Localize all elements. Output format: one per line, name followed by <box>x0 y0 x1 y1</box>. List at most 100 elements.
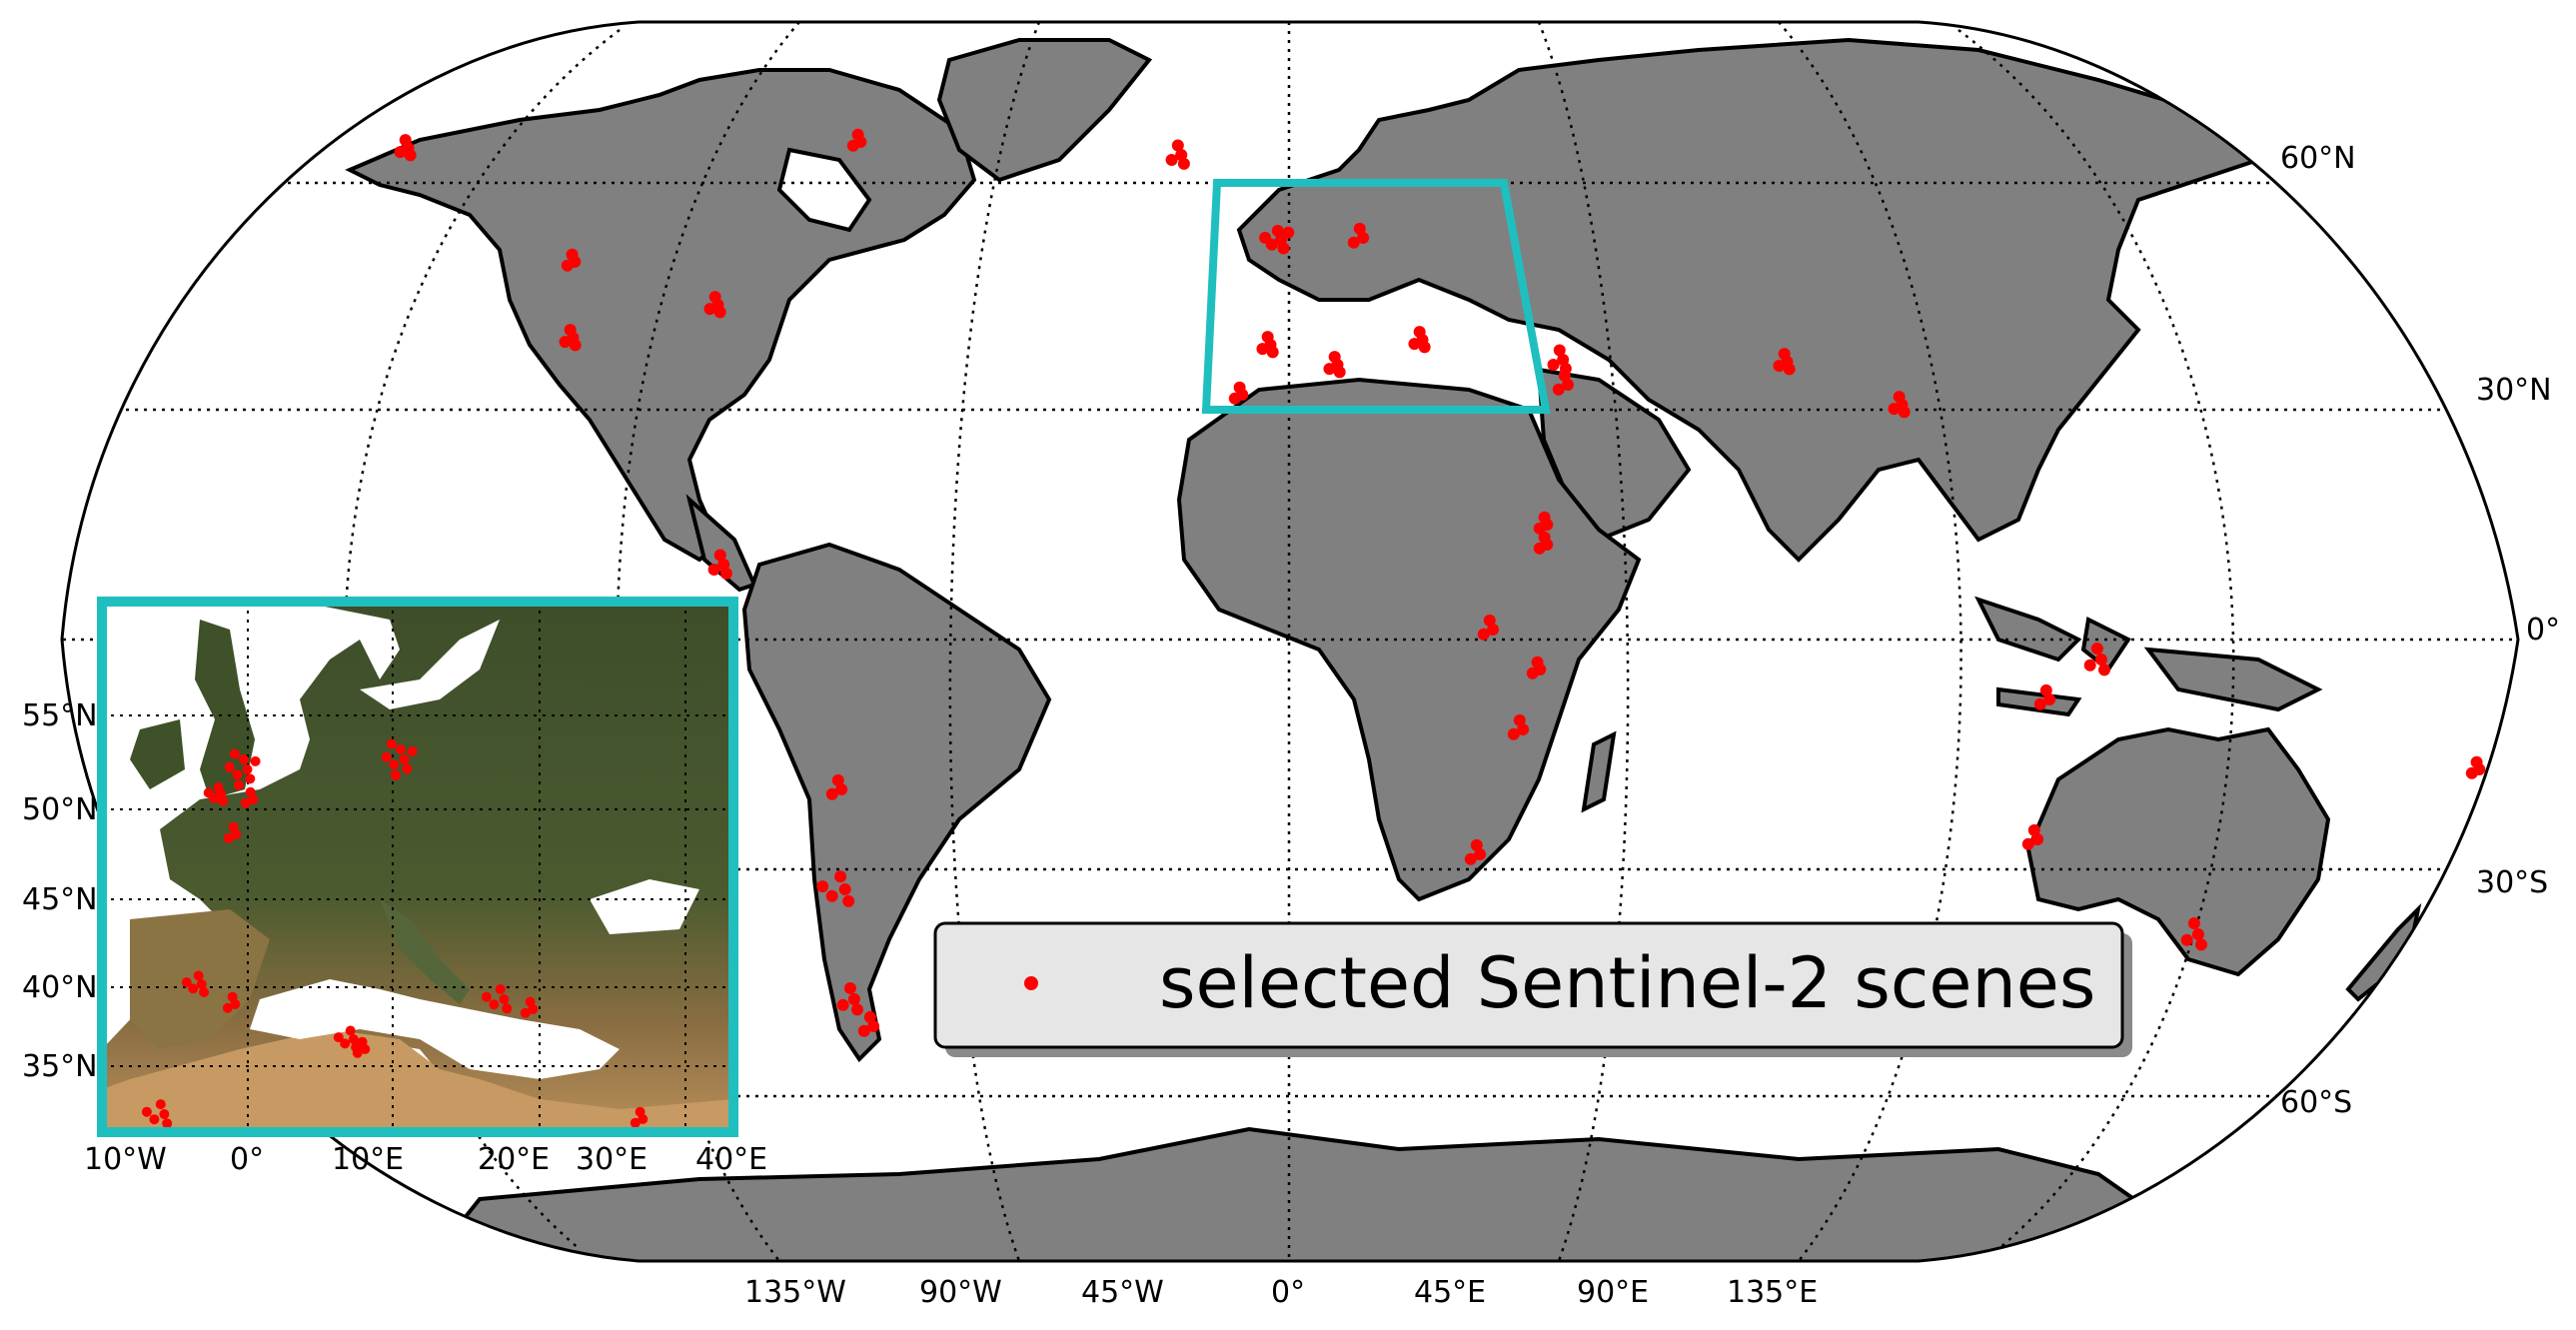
lon-label-90e: 90°E <box>1577 1275 1649 1310</box>
inset-ireland <box>130 719 185 789</box>
scene-marker <box>851 128 864 141</box>
scene-markers <box>394 128 2486 1037</box>
scene-marker <box>386 738 397 749</box>
inset-lon-30e: 30°E <box>576 1142 647 1177</box>
lon-label-0: 0° <box>1271 1275 1305 1310</box>
scene-marker <box>2039 683 2052 696</box>
lon-label-45e: 45°E <box>1414 1275 1486 1310</box>
land-australia <box>2025 726 2331 977</box>
scene-marker <box>1778 348 1791 361</box>
scene-marker <box>1477 628 1490 641</box>
scene-marker <box>2187 917 2200 929</box>
scene-marker <box>1328 351 1341 364</box>
scene-marker <box>1353 222 1366 235</box>
inset-lon-20e: 20°E <box>478 1142 550 1177</box>
scene-marker <box>825 787 838 800</box>
scene-marker <box>159 1109 170 1119</box>
scene-marker <box>1277 242 1290 255</box>
scene-marker <box>2465 766 2478 779</box>
scene-marker <box>499 994 510 1004</box>
scene-marker <box>1783 363 1796 376</box>
scene-marker <box>402 763 413 774</box>
lon-label-135e: 135°E <box>1727 1275 1818 1310</box>
scene-marker <box>224 761 235 772</box>
scene-marker <box>708 291 721 304</box>
scene-marker <box>1893 391 1906 404</box>
scene-marker <box>2021 837 2034 850</box>
inset-lon-40e: 40°E <box>695 1142 767 1177</box>
scene-marker <box>1513 713 1526 726</box>
scene-marker <box>559 336 572 349</box>
scene-marker <box>229 748 240 759</box>
scene-marker <box>1517 723 1530 735</box>
scene-marker <box>2090 643 2103 655</box>
scene-marker <box>2033 697 2046 710</box>
scene-marker <box>333 1032 344 1043</box>
scene-marker <box>1898 406 1911 419</box>
scene-marker <box>564 324 577 337</box>
scene-marker <box>395 744 406 754</box>
scene-marker <box>245 786 256 797</box>
scene-marker <box>502 1003 513 1014</box>
land-central-america <box>685 494 757 593</box>
scene-marker <box>857 1024 870 1037</box>
scene-marker <box>1547 359 1560 371</box>
scene-marker <box>1177 157 1190 170</box>
scene-marker <box>831 773 844 786</box>
inset-lat-35n: 35°N <box>22 1049 98 1084</box>
scene-marker <box>1171 139 1184 152</box>
scene-marker <box>635 1106 645 1117</box>
scene-marker <box>228 821 239 832</box>
scene-marker <box>1357 232 1370 244</box>
scene-marker <box>1474 848 1487 860</box>
scene-marker <box>1470 838 1483 851</box>
scene-marker <box>250 755 261 766</box>
scene-marker <box>2043 693 2056 705</box>
scene-marker <box>843 982 856 994</box>
lat-label-30n: 30°N <box>2476 373 2552 408</box>
scene-marker <box>199 987 210 997</box>
scene-marker <box>238 754 249 764</box>
hudson-bay <box>776 147 872 233</box>
inset-north-africa <box>102 1029 733 1132</box>
scene-marker <box>1266 346 1279 359</box>
legend-marker <box>1024 976 1038 990</box>
scene-marker <box>1333 366 1346 379</box>
scene-marker <box>703 303 716 316</box>
scene-marker <box>2031 833 2044 845</box>
lon-label-90w: 90°W <box>919 1275 1002 1310</box>
inset-graticule <box>102 602 733 1132</box>
scene-marker <box>245 773 256 784</box>
inset-scene-markers <box>141 738 648 1129</box>
inset-lat-40n: 40°N <box>22 970 98 1005</box>
scene-marker <box>1347 236 1360 249</box>
scene-marker <box>525 996 536 1007</box>
scene-marker <box>222 1002 233 1013</box>
scene-marker <box>719 567 732 580</box>
scene-marker <box>867 1020 880 1032</box>
scene-marker <box>838 883 851 895</box>
scene-marker <box>1538 511 1551 524</box>
scene-marker <box>520 1007 531 1018</box>
scene-marker <box>1282 226 1295 239</box>
scene-marker <box>1773 360 1786 373</box>
scene-marker <box>816 880 829 893</box>
scene-marker <box>188 983 199 994</box>
inset-frame <box>97 597 738 1137</box>
scene-marker <box>196 979 207 989</box>
lon-label-45w: 45°W <box>1081 1275 1164 1310</box>
scene-marker <box>566 248 579 261</box>
scene-marker <box>1418 341 1431 354</box>
inset-black-sea <box>590 879 699 934</box>
scene-marker <box>1165 154 1178 166</box>
land-layer <box>62 22 2518 1261</box>
lat-label-0: 0° <box>2526 613 2560 648</box>
scene-marker <box>834 870 847 883</box>
scene-marker <box>2027 823 2040 836</box>
scene-marker <box>1464 852 1477 865</box>
scene-marker <box>162 1118 173 1129</box>
scene-marker <box>352 1047 363 1058</box>
inset-lat-45n: 45°N <box>22 882 98 917</box>
scene-marker <box>193 970 204 981</box>
